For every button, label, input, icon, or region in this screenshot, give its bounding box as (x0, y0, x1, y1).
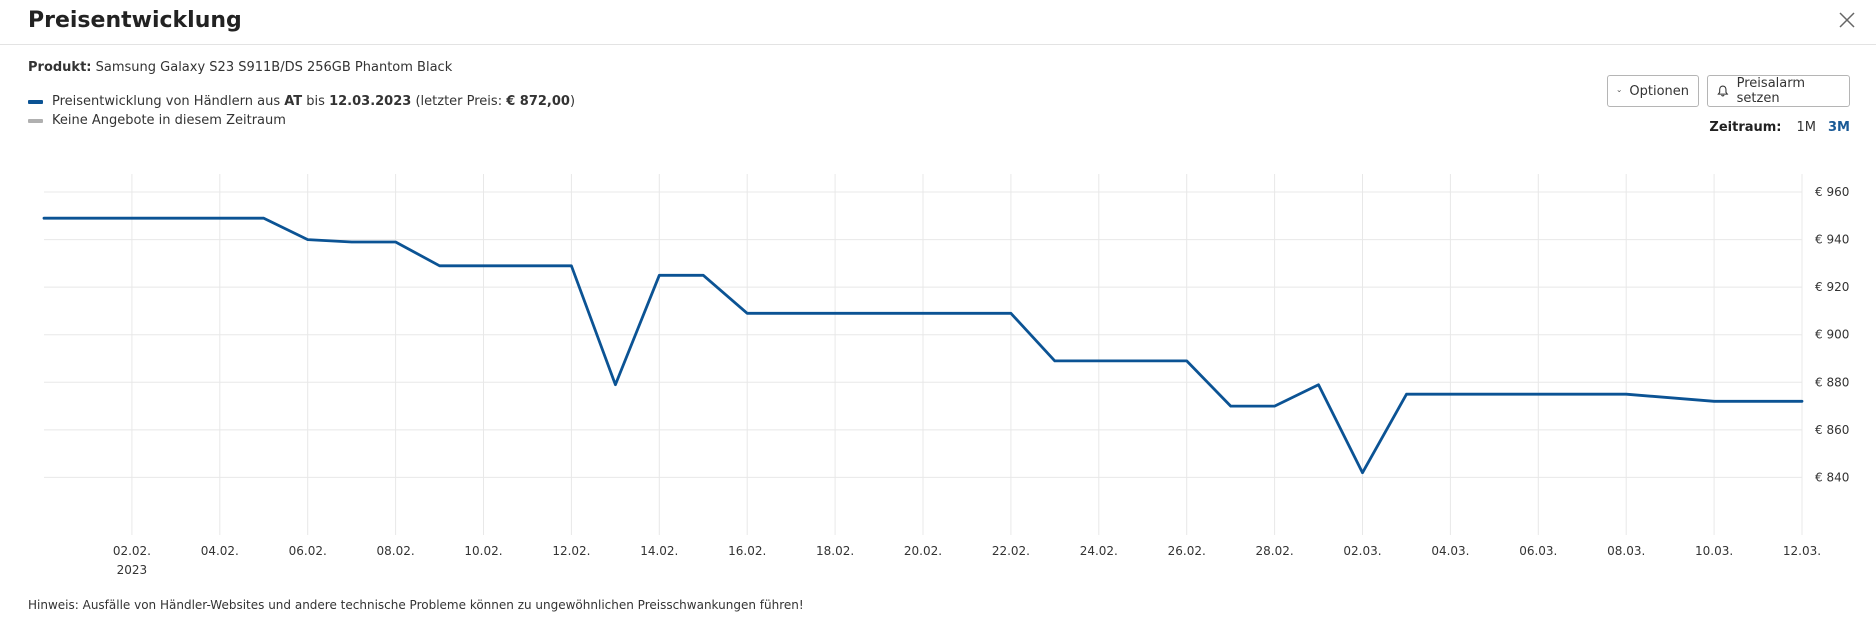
x-tick-label: 04.03. (1431, 544, 1469, 558)
x-tick-label: 04.02. (201, 544, 239, 558)
chart-legend: Preisentwicklung von Händlern aus AT bis… (28, 92, 575, 130)
y-tick-label: € 960 (1815, 185, 1849, 199)
time-range-selector: Zeitraum: 1M 3M (1709, 120, 1850, 135)
x-tick-label: 18.02. (816, 544, 854, 558)
x-tick-label: 10.03. (1695, 544, 1733, 558)
x-tick-label: 10.02. (464, 544, 502, 558)
y-tick-label: € 940 (1815, 233, 1849, 247)
product-info: Produkt: Samsung Galaxy S23 S911B/DS 256… (28, 60, 452, 75)
chevron-down-icon (1617, 90, 1621, 93)
legend-text-no-offers: Keine Angebote in diesem Zeitraum (52, 113, 286, 128)
legend-last-price: € 872,00 (506, 94, 570, 109)
close-icon[interactable] (1836, 9, 1858, 31)
time-range-3m[interactable]: 3M (1828, 120, 1850, 135)
x-tick-label: 24.02. (1080, 544, 1118, 558)
x-tick-label: 22.02. (992, 544, 1030, 558)
price-series-line (42, 216, 1804, 475)
x-tick-label: 08.03. (1607, 544, 1645, 558)
x-tick-label: 02.03. (1343, 544, 1381, 558)
time-range-1m[interactable]: 1M (1796, 120, 1817, 135)
dialog-header: Preisentwicklung (0, 0, 1876, 45)
x-tick-label: 06.02. (289, 544, 327, 558)
legend-swatch-no-offers (28, 118, 43, 123)
x-tick-label: 12.02. (552, 544, 590, 558)
legend-date: 12.03.2023 (329, 94, 412, 109)
x-tick-label: 06.03. (1519, 544, 1557, 558)
x-tick-label: 26.02. (1168, 544, 1206, 558)
product-name: Samsung Galaxy S23 S911B/DS 256GB Phanto… (95, 60, 453, 75)
x-tick-label: 28.02. (1256, 544, 1294, 558)
legend-entry-no-offers: Keine Angebote in diesem Zeitraum (28, 111, 575, 130)
options-button[interactable]: Optionen (1607, 75, 1699, 107)
hint-text: Hinweis: Ausfälle von Händler-Websites u… (28, 598, 804, 612)
product-label: Produkt: (28, 60, 92, 75)
y-tick-label: € 880 (1815, 375, 1849, 389)
price-alarm-button[interactable]: Preisalarm setzen (1707, 75, 1850, 107)
y-tick-label: € 920 (1815, 280, 1849, 294)
options-label: Optionen (1629, 83, 1689, 99)
x-year-label: 2023 (117, 563, 148, 577)
legend-country: AT (284, 94, 303, 109)
price-alarm-label: Preisalarm setzen (1736, 76, 1806, 106)
x-tick-label: 12.03. (1783, 544, 1821, 558)
bell-icon (1717, 85, 1729, 97)
y-tick-label: € 900 (1815, 328, 1849, 342)
legend-entry-price: Preisentwicklung von Händlern aus AT bis… (28, 92, 575, 111)
price-chart: € 840 € 860 € 880 € 900 € 920 € 940 € 960 02.02… (42, 174, 1849, 577)
x-tick-label: 08.02. (377, 544, 415, 558)
y-tick-label: € 840 (1815, 470, 1849, 484)
time-range-label: Zeitraum: (1709, 120, 1782, 135)
x-tick-label: 02.02. (113, 544, 151, 558)
legend-swatch-price (28, 99, 43, 104)
legend-text-price: Preisentwicklung von Händlern aus AT bis… (52, 94, 576, 109)
x-tick-label: 16.02. (728, 544, 766, 558)
y-tick-label: € 860 (1815, 423, 1849, 437)
x-tick-label: 14.02. (640, 544, 678, 558)
x-tick-label: 20.02. (904, 544, 942, 558)
dialog-title: Preisentwicklung (28, 8, 242, 33)
